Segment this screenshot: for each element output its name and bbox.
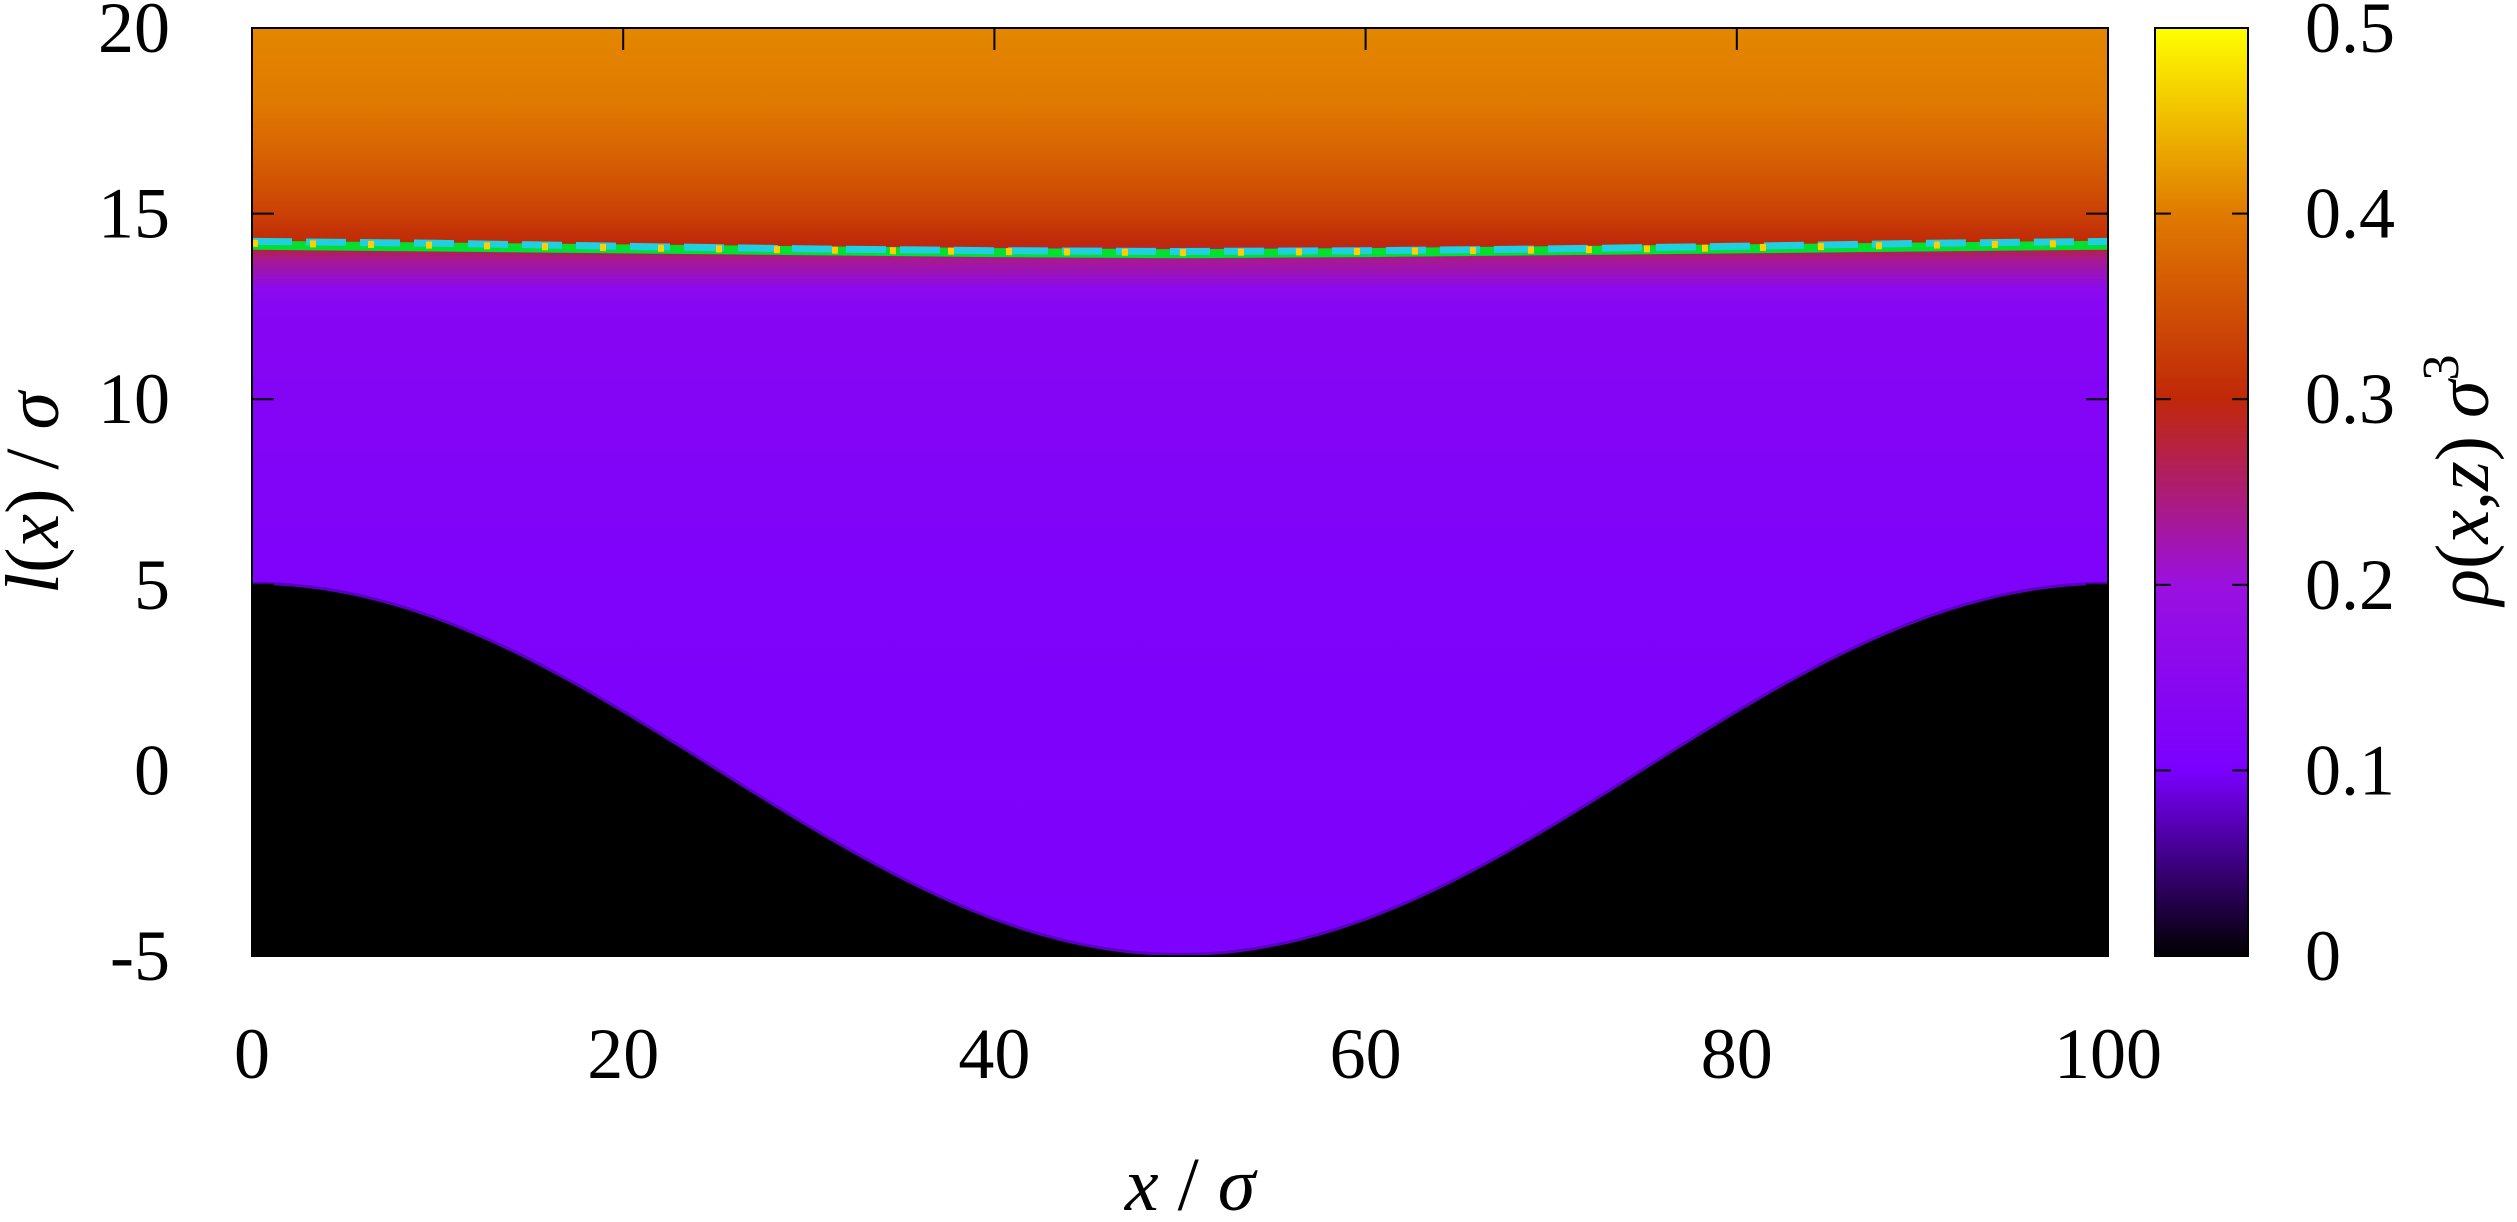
colorbar-title-rho: ρ xyxy=(2421,569,2505,607)
y-tick-label: -5 xyxy=(110,916,170,996)
colorbar-scale xyxy=(2154,27,2249,957)
x-tick-label: 80 xyxy=(1701,1014,1773,1094)
colorbar-title-z: z xyxy=(2421,461,2505,492)
y-axis-title-l: l xyxy=(0,573,75,594)
colorbar xyxy=(2154,27,2249,957)
y-axis-title-sigma: σ xyxy=(0,389,75,429)
colorbar-title: ρ(x,z) σ3 xyxy=(2413,355,2505,608)
colorbar-ticks: 0 0.1 0.2 0.3 0.4 0.5 xyxy=(2155,0,2395,996)
plot-area xyxy=(251,27,2109,957)
y-axis-title-open: ( xyxy=(0,548,75,573)
colorbar-tick-label: 0.1 xyxy=(2305,730,2395,810)
x-tick-label: 100 xyxy=(2054,1014,2162,1094)
y-tick-label: 0 xyxy=(134,730,170,810)
x-axis-title-x: x xyxy=(1124,1143,1159,1217)
colorbar-title-comma: , xyxy=(2421,491,2505,510)
colorbar-title-close: ) xyxy=(2421,436,2505,461)
colorbar-tick-label: 0.2 xyxy=(2305,545,2395,625)
colorbar-tick-label: 0.4 xyxy=(2305,174,2395,254)
y-tick-label: 10 xyxy=(98,359,170,439)
y-axis-title-sep: / xyxy=(0,429,75,488)
colorbar-title-sigma: σ xyxy=(2421,378,2505,418)
y-tick-label: 15 xyxy=(98,174,170,254)
y-tick-label: 5 xyxy=(134,545,170,625)
colorbar-tick-label: 0.3 xyxy=(2305,359,2395,439)
x-tick-label: 0 xyxy=(234,1014,270,1094)
y-axis-title-x: x xyxy=(0,514,75,549)
colorbar-title-exponent: 3 xyxy=(2413,355,2470,381)
colorbar-title-open: ( xyxy=(2421,544,2505,569)
colorbar-tick-label: 0 xyxy=(2305,916,2341,996)
interface-line-dotted xyxy=(252,239,2108,257)
y-tick-label: 20 xyxy=(98,0,170,68)
x-axis-ticks: 0 20 40 60 80 100 xyxy=(234,28,2162,1094)
y-axis-ticks: -5 0 5 10 15 20 xyxy=(98,0,2108,996)
substrate-wall xyxy=(252,584,2108,956)
x-axis-title-sigma: σ xyxy=(1218,1143,1258,1217)
x-axis-title: x / σ xyxy=(1124,1143,1258,1217)
y-axis-title: l(x) / σ xyxy=(0,389,75,594)
x-tick-label: 40 xyxy=(958,1014,1030,1094)
plot-frame xyxy=(251,27,2109,957)
y-axis-title-close: ) xyxy=(0,489,75,514)
x-axis-title-sep: / xyxy=(1159,1143,1218,1217)
colorbar-title-x: x xyxy=(2421,510,2505,545)
x-tick-label: 20 xyxy=(587,1014,659,1094)
colorbar-tick-label: 0.5 xyxy=(2305,0,2395,68)
x-tick-label: 60 xyxy=(1330,1014,1402,1094)
